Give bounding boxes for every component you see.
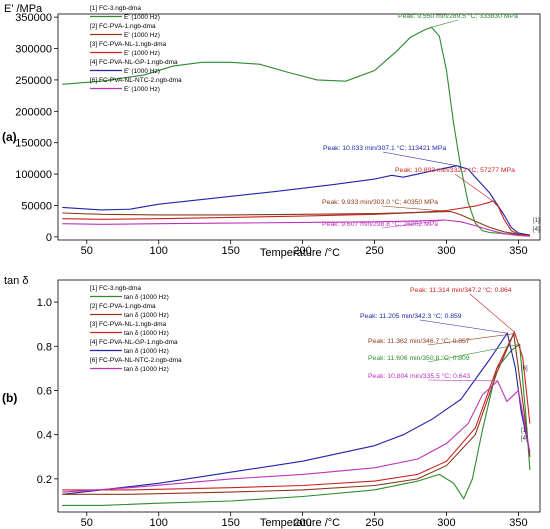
annotation-leader: [427, 333, 514, 346]
series-line-1: [62, 343, 531, 506]
series-end-label: [4]: [533, 227, 540, 233]
y-tick-label: 50000: [21, 200, 52, 212]
legend-entry-file: [4] FC-PVA-NL-GP-1.ngb-dma: [90, 59, 178, 66]
x-tick-label: 350: [509, 517, 527, 529]
x-tick-label: 300: [437, 517, 455, 529]
y-tick-label: 100000: [15, 169, 52, 181]
peak-annotation: Peak: 9.550 min/289.5 °C; 333830 MPa: [398, 12, 518, 20]
peak-annotation: Peak: 11.314 min/347.2 °C; 0.864: [410, 286, 512, 294]
x-tick-label: 350: [509, 245, 527, 257]
y-tick-label: 300000: [15, 44, 52, 56]
x-tick-label: 100: [150, 517, 168, 529]
peak-annotation: Peak: 11.362 min/346.7 °C; 0.857: [368, 337, 470, 345]
y-tick-label: 0.4: [37, 430, 52, 442]
peak-annotation: Peak: 10.893 min/332.2 °C; 57277 MPa: [395, 166, 515, 174]
peak-annotation: Peak: 11.205 min/342.3 °C; 0.859: [360, 312, 462, 320]
y-tick-label: 200000: [15, 106, 52, 118]
x-tick-label: 50: [81, 517, 93, 529]
chart-panel-1: 50 100 150 200 250 300 350 0 50000 100000 150000 20…: [2, 3, 541, 259]
x-tick-label: 150: [221, 245, 239, 257]
series-line-1: [62, 26, 530, 236]
plot-frame: [57, 13, 541, 241]
legend-entry-file: [3] FC-PVA-NL-1.ngb-dma: [90, 41, 166, 48]
y-tick-label: 150000: [15, 138, 52, 150]
legend-entry-sub: tan δ (1000 Hz): [124, 330, 169, 337]
series-line-2: [62, 331, 531, 495]
legend: [1] FC-3.ngb-dma tan δ (1000 Hz) [2] FC-PV…: [90, 285, 182, 373]
x-axis-label: Temperature /°C: [260, 517, 340, 529]
panel-label: (a): [2, 130, 17, 144]
legend-entry-sub: tan δ (1000 Hz): [124, 348, 169, 355]
x-tick-label: 100: [150, 245, 168, 257]
legend-entry-sub: E' (1000 Hz): [124, 86, 160, 93]
series-end-label: [4]: [521, 436, 528, 442]
annotation-leader: [454, 173, 493, 202]
x-tick-label: 250: [365, 517, 383, 529]
series-line-5: [62, 380, 531, 493]
y-tick-label: 250000: [15, 75, 52, 87]
series-line-2: [62, 165, 530, 236]
series-end-label: [6]: [521, 366, 528, 372]
x-tick-label: 300: [437, 245, 455, 257]
legend-entry-sub: tan δ (1000 Hz): [124, 366, 169, 373]
y-tick-label: 0.6: [37, 385, 52, 397]
legend-entry-sub: E' (1000 Hz): [124, 68, 160, 75]
legend-entry-file: [2] FC-PVA-1.ngb-dma: [90, 23, 156, 30]
annotation-leader: [381, 219, 445, 229]
annotation-leader: [427, 379, 498, 382]
peak-annotation: Peak: 10.033 min/307.1 °C; 113421 MPa: [323, 144, 446, 152]
legend-entry-file: [4] FC-PVA-NL-GP-1.ngb-dma: [90, 339, 178, 346]
chart-panel-2: 50 100 150 200 250 300 350 0.2 0.4 0.6 0.8 1.0 Tempe…: [2, 275, 541, 529]
legend: [1] FC-3.ngb-dma E' (1000 Hz) [2] FC-PVA-1…: [90, 5, 182, 93]
x-tick-label: 150: [221, 517, 239, 529]
series-line-3: [62, 200, 530, 237]
plot-frame: [57, 279, 541, 513]
peak-annotation: Peak: 9.607 min/298.8 °C; 26802 MPa: [322, 220, 438, 228]
y-tick-label: 0.8: [37, 341, 52, 353]
annotation-leader: [427, 344, 520, 363]
peak-annotation: Peak: 9.933 min/303.0 °C; 40350 MPa: [322, 198, 438, 206]
series-line-3: [62, 330, 531, 491]
peak-annotation: Peak: 10.804 min/335.5 °C; 0.643: [368, 372, 470, 380]
legend-entry-sub: tan δ (1000 Hz): [124, 312, 169, 319]
y-tick-label: 0: [46, 232, 52, 244]
peak-annotation: Peak: 11.606 min/350.8 °C; 0.809: [368, 354, 470, 362]
series-line-5: [62, 219, 530, 237]
y-tick-label: 1.0: [37, 297, 52, 309]
annotation-leader: [381, 205, 451, 212]
x-tick-label: 50: [81, 245, 93, 257]
legend-entry-sub: E' (1000 Hz): [124, 50, 160, 57]
legend-entry-file: [1] FC-3.ngb-dma: [90, 5, 141, 12]
x-axis-label: Temperature /°C: [260, 247, 340, 259]
legend-entry-file: [6] FC-PVA-NL-NTC-2.ngb-dma: [90, 357, 182, 364]
x-tick-label: 250: [365, 245, 383, 257]
legend-entry-file: [3] FC-PVA-NL-1.ngb-dma: [90, 321, 166, 328]
series-line-4: [62, 331, 531, 495]
series-end-label: [1]: [521, 428, 528, 434]
annotation-leader: [431, 19, 459, 28]
legend-entry-sub: tan δ (1000 Hz): [124, 294, 169, 301]
x-tick-label: 200: [293, 517, 311, 529]
y-axis-label: tan δ: [4, 275, 28, 287]
legend-entry-file: [1] FC-3.ngb-dma: [90, 285, 141, 292]
series-line-4: [62, 210, 530, 237]
annotation-leader: [382, 151, 457, 166]
legend-entry-file: [6] FC-PVA-NL-NTC-2.ngb-dma: [90, 77, 182, 84]
legend-entry-file: [2] FC-PVA-1.ngb-dma: [90, 303, 156, 310]
panel-label: (b): [2, 391, 17, 405]
y-axis-label: E' /MPa: [4, 3, 43, 15]
x-tick-label: 200: [293, 245, 311, 257]
y-tick-label: 350000: [15, 12, 52, 24]
annotation-leader: [419, 319, 508, 334]
y-tick-label: 0.2: [37, 474, 52, 486]
annotation-leader: [469, 293, 515, 333]
legend-entry-sub: E' (1000 Hz): [124, 32, 160, 39]
legend-entry-sub: E' (1000 Hz): [124, 14, 160, 21]
series-end-label: [1]: [533, 218, 540, 224]
